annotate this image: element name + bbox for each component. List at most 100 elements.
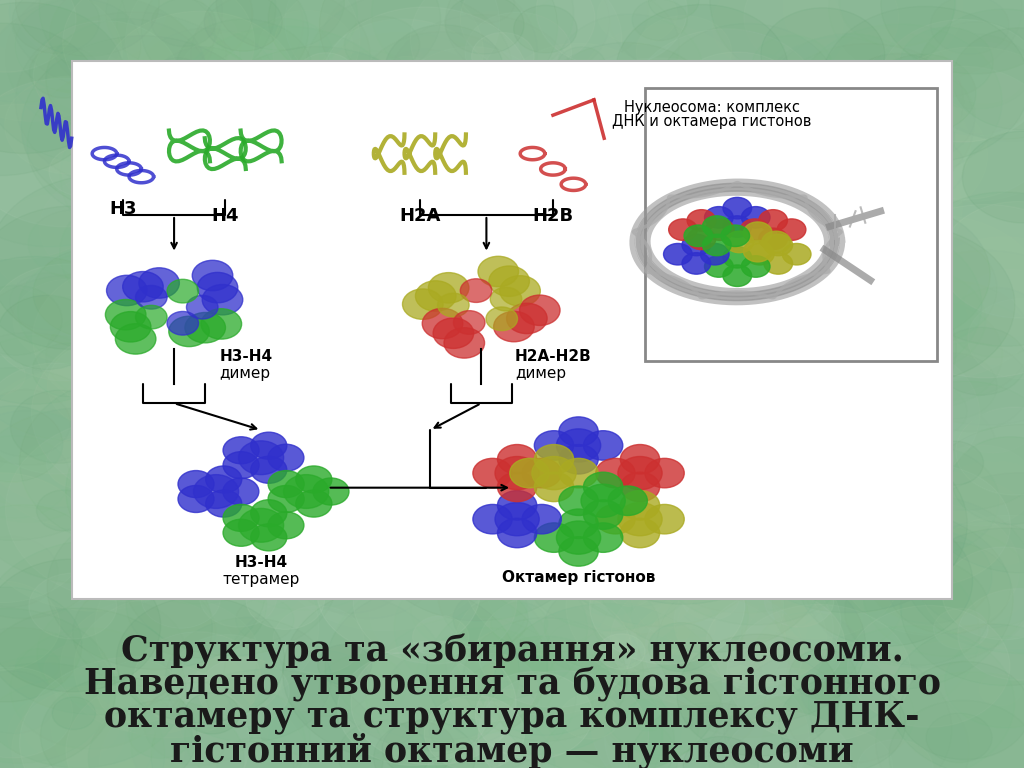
- Circle shape: [459, 120, 606, 230]
- Circle shape: [623, 561, 806, 699]
- Circle shape: [385, 25, 504, 114]
- Circle shape: [532, 553, 694, 674]
- Circle shape: [175, 19, 312, 121]
- Circle shape: [989, 11, 1024, 42]
- Circle shape: [685, 224, 769, 287]
- Circle shape: [873, 240, 1024, 377]
- Circle shape: [135, 306, 167, 329]
- Circle shape: [889, 700, 1024, 768]
- Circle shape: [522, 505, 561, 534]
- Circle shape: [123, 272, 163, 302]
- Circle shape: [114, 478, 262, 590]
- Circle shape: [0, 174, 221, 350]
- Circle shape: [198, 273, 238, 303]
- Circle shape: [764, 326, 818, 367]
- Circle shape: [616, 5, 788, 134]
- Circle shape: [745, 668, 836, 735]
- Circle shape: [66, 677, 262, 768]
- Circle shape: [427, 592, 643, 755]
- Circle shape: [521, 498, 698, 631]
- Circle shape: [206, 490, 242, 517]
- Circle shape: [0, 295, 97, 369]
- Circle shape: [291, 525, 410, 614]
- Circle shape: [50, 641, 269, 768]
- Circle shape: [800, 383, 844, 417]
- Circle shape: [189, 314, 237, 349]
- Circle shape: [615, 113, 750, 214]
- Circle shape: [523, 299, 716, 443]
- Circle shape: [657, 566, 865, 723]
- Circle shape: [559, 537, 598, 566]
- Circle shape: [126, 553, 266, 658]
- Circle shape: [495, 456, 540, 490]
- Circle shape: [91, 458, 217, 552]
- Circle shape: [518, 264, 605, 330]
- Circle shape: [13, 279, 125, 362]
- Circle shape: [697, 264, 749, 303]
- Circle shape: [268, 471, 304, 498]
- Circle shape: [179, 100, 316, 203]
- Circle shape: [344, 17, 420, 73]
- Circle shape: [621, 472, 659, 502]
- Circle shape: [233, 257, 477, 439]
- Circle shape: [0, 608, 185, 768]
- Circle shape: [325, 584, 548, 751]
- Circle shape: [561, 159, 610, 197]
- Circle shape: [22, 36, 264, 218]
- Circle shape: [531, 456, 577, 490]
- Circle shape: [621, 445, 659, 474]
- Circle shape: [581, 25, 743, 147]
- Circle shape: [10, 628, 171, 749]
- Circle shape: [317, 531, 480, 654]
- Circle shape: [251, 372, 309, 415]
- Circle shape: [706, 219, 734, 240]
- Circle shape: [559, 445, 598, 474]
- Circle shape: [538, 675, 681, 768]
- Circle shape: [901, 473, 1024, 654]
- Circle shape: [605, 0, 800, 80]
- Circle shape: [211, 223, 318, 304]
- Circle shape: [371, 56, 441, 110]
- Circle shape: [0, 78, 163, 227]
- Circle shape: [512, 442, 562, 480]
- Circle shape: [386, 647, 510, 740]
- Circle shape: [169, 316, 209, 346]
- Circle shape: [683, 381, 880, 528]
- Circle shape: [391, 706, 555, 768]
- Circle shape: [591, 385, 644, 425]
- Circle shape: [139, 175, 304, 299]
- Circle shape: [141, 0, 308, 94]
- Circle shape: [642, 546, 686, 579]
- Circle shape: [519, 103, 726, 258]
- Circle shape: [200, 292, 314, 378]
- Circle shape: [416, 627, 556, 733]
- Circle shape: [584, 472, 623, 502]
- Circle shape: [73, 579, 216, 686]
- Circle shape: [530, 449, 688, 567]
- Circle shape: [669, 419, 810, 525]
- Circle shape: [296, 496, 384, 561]
- Circle shape: [429, 713, 478, 750]
- Circle shape: [269, 266, 398, 363]
- Circle shape: [156, 407, 318, 529]
- Circle shape: [422, 306, 626, 459]
- Circle shape: [106, 275, 147, 306]
- Circle shape: [743, 240, 772, 262]
- Circle shape: [796, 24, 1002, 179]
- Circle shape: [952, 28, 1024, 130]
- Circle shape: [828, 535, 901, 589]
- Circle shape: [636, 15, 731, 87]
- Circle shape: [719, 437, 840, 528]
- Circle shape: [737, 208, 881, 316]
- Circle shape: [723, 197, 752, 219]
- Circle shape: [808, 626, 1015, 768]
- Circle shape: [584, 523, 623, 552]
- Circle shape: [677, 569, 834, 687]
- Circle shape: [803, 568, 956, 683]
- Circle shape: [627, 278, 743, 366]
- Circle shape: [432, 440, 493, 485]
- Circle shape: [109, 292, 206, 365]
- Circle shape: [542, 710, 678, 768]
- Circle shape: [906, 34, 1024, 134]
- Circle shape: [204, 0, 283, 51]
